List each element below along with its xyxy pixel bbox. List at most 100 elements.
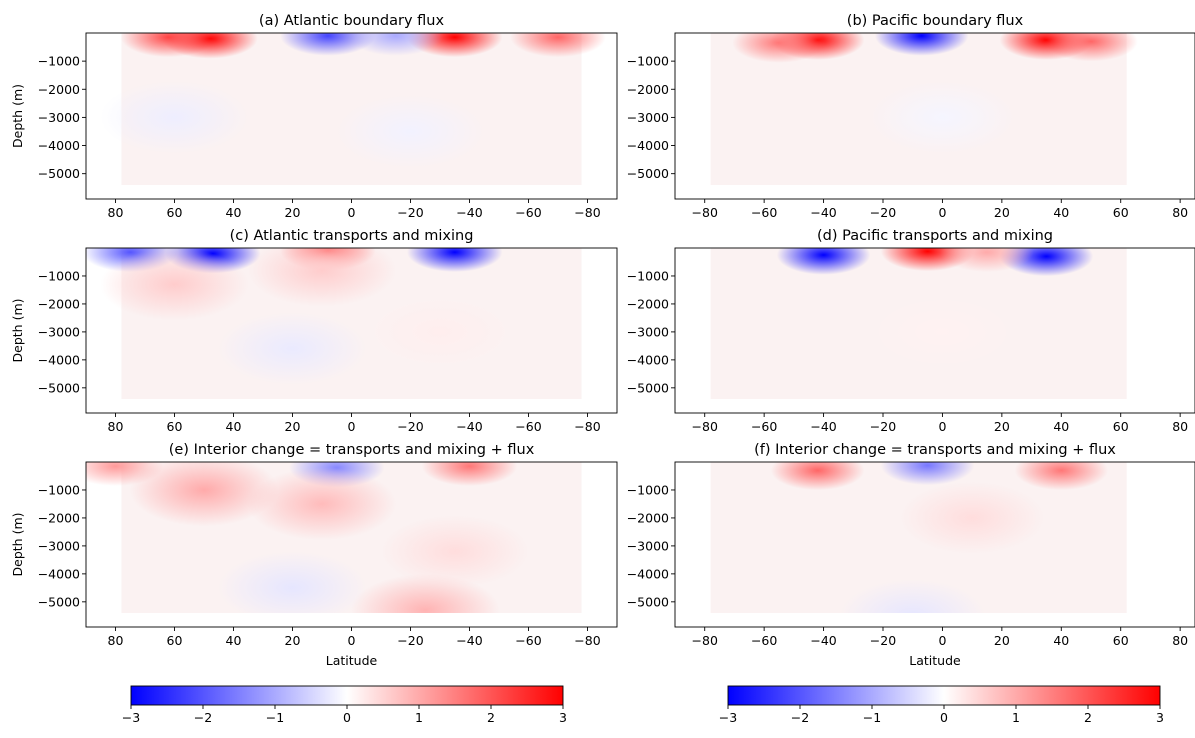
y-axis-label: Depth (m) bbox=[10, 513, 25, 577]
panel-e-seafloor bbox=[86, 613, 617, 627]
y-tick-label: −4000 bbox=[627, 352, 669, 367]
x-tick-label: 40 bbox=[1053, 633, 1069, 648]
panel-a-field bbox=[86, 33, 617, 199]
panel-d-feature bbox=[776, 248, 871, 275]
y-tick-label: −1000 bbox=[627, 268, 669, 283]
panel-e-title: (e) Interior change = transports and mix… bbox=[169, 442, 535, 458]
x-tick-label: 80 bbox=[1172, 205, 1188, 220]
y-tick-label: −2000 bbox=[627, 510, 669, 525]
colorbar-tick-label: 0 bbox=[940, 710, 948, 725]
x-tick-label: 20 bbox=[994, 633, 1010, 648]
panel-b-feature bbox=[869, 80, 1016, 154]
panel-c: (c) Atlantic transports and mixing −1000 −… bbox=[10, 228, 618, 434]
x-tick-label: −60 bbox=[751, 633, 777, 648]
x-tick-label: 80 bbox=[108, 633, 124, 648]
panel-f: (f) Interior change = transports and mix… bbox=[627, 442, 1195, 668]
panel-a-title: (a) Atlantic boundary flux bbox=[259, 13, 445, 29]
x-tick-label: −80 bbox=[574, 205, 600, 220]
panels: (a) Atlantic boundary flux−1000−2000−300… bbox=[10, 13, 1195, 668]
x-tick-label: 40 bbox=[1053, 419, 1069, 434]
panel-f-frame bbox=[674, 461, 1195, 628]
x-tick-label: −40 bbox=[456, 205, 482, 220]
colorbar-tick-label: −1 bbox=[266, 710, 284, 725]
x-tick-label: −40 bbox=[810, 419, 836, 434]
y-tick-label: −3000 bbox=[627, 110, 669, 125]
panel-a-feature bbox=[336, 94, 485, 168]
panel-f-feature bbox=[899, 481, 1045, 555]
x-tick-label: −60 bbox=[751, 419, 777, 434]
y-tick-label: −3000 bbox=[627, 324, 669, 339]
x-tick-label: 20 bbox=[285, 419, 301, 434]
x-tick-label: 0 bbox=[348, 205, 356, 220]
y-tick-label: −1000 bbox=[38, 54, 80, 69]
x-tick-label: 80 bbox=[1172, 419, 1188, 434]
x-tick-label: 60 bbox=[1113, 419, 1129, 434]
colorbar-tick-label: 3 bbox=[1156, 710, 1164, 725]
x-tick-label: −80 bbox=[692, 633, 718, 648]
panel-f-feature bbox=[880, 462, 975, 486]
panel-d: (d) Pacific transports and mixing −1000 −2… bbox=[627, 228, 1195, 434]
y-tick-label: −2000 bbox=[38, 510, 80, 525]
x-tick-label: 40 bbox=[1053, 205, 1069, 220]
x-tick-label: −40 bbox=[456, 419, 482, 434]
panel-c-feature bbox=[406, 248, 503, 272]
y-tick-label: −3000 bbox=[627, 538, 669, 553]
panel-f-feature bbox=[1014, 462, 1109, 491]
panel-f-feature bbox=[770, 462, 865, 491]
x-tick-label: 80 bbox=[108, 205, 124, 220]
x-tick-label: −40 bbox=[456, 633, 482, 648]
panel-a-feature bbox=[100, 80, 249, 154]
panel-b-frame bbox=[674, 32, 1195, 200]
x-tick-label: 60 bbox=[1113, 633, 1129, 648]
x-tick-label: 40 bbox=[226, 205, 242, 220]
x-tick-label: 40 bbox=[226, 419, 242, 434]
panel-e-feature bbox=[86, 462, 164, 486]
x-tick-label: 60 bbox=[167, 633, 183, 648]
y-tick-label: −3000 bbox=[38, 538, 80, 553]
y-axis-label: Depth (m) bbox=[10, 299, 25, 363]
x-tick-label: 0 bbox=[938, 419, 946, 434]
x-tick-label: 80 bbox=[108, 419, 124, 434]
x-tick-label: −80 bbox=[692, 419, 718, 434]
y-tick-label: −5000 bbox=[38, 594, 80, 609]
x-tick-label: 60 bbox=[167, 419, 183, 434]
x-tick-label: −60 bbox=[515, 633, 541, 648]
colorbar-tick-label: 3 bbox=[559, 710, 567, 725]
x-tick-label: 0 bbox=[348, 633, 356, 648]
y-tick-label: −4000 bbox=[38, 566, 80, 581]
panel-e-field bbox=[86, 462, 617, 627]
colorbar-tick-label: 2 bbox=[1084, 710, 1092, 725]
x-tick-label: 20 bbox=[994, 205, 1010, 220]
panel-c-feature bbox=[100, 248, 249, 321]
y-tick-label: −2000 bbox=[627, 82, 669, 97]
panel-b-feature bbox=[1044, 33, 1138, 62]
panel-c-feature bbox=[365, 295, 515, 369]
y-tick-label: −1000 bbox=[38, 268, 80, 283]
colorbar-tick-label: −2 bbox=[194, 710, 212, 725]
panel-b: (b) Pacific boundary flux −1000 −2000 −3000… bbox=[627, 13, 1195, 220]
x-axis-label: Latitude bbox=[909, 653, 961, 668]
x-tick-label: 20 bbox=[285, 633, 301, 648]
panel-e-feature bbox=[218, 551, 367, 625]
cbar-right-bar bbox=[727, 685, 1161, 706]
x-tick-label: 0 bbox=[938, 633, 946, 648]
panel-f-seafloor bbox=[675, 613, 1195, 627]
y-tick-label: −5000 bbox=[38, 380, 80, 395]
y-tick-label: −5000 bbox=[627, 166, 669, 181]
colorbar-tick-label: 2 bbox=[487, 710, 495, 725]
x-tick-label: 60 bbox=[167, 205, 183, 220]
x-tick-label: −80 bbox=[692, 205, 718, 220]
panel-d-feature bbox=[869, 295, 1016, 369]
x-tick-label: −20 bbox=[870, 419, 896, 434]
y-tick-label: −5000 bbox=[627, 380, 669, 395]
y-tick-label: −3000 bbox=[38, 324, 80, 339]
y-tick-label: −4000 bbox=[38, 138, 80, 153]
panel-a: (a) Atlantic boundary flux −1000 −2000 −300… bbox=[10, 13, 618, 220]
colorbar-tick-label: 1 bbox=[1012, 710, 1020, 725]
panel-a-feature bbox=[510, 33, 606, 58]
x-tick-label: −80 bbox=[574, 419, 600, 434]
x-tick-label: −40 bbox=[810, 205, 836, 220]
panel-c-field bbox=[86, 248, 617, 413]
y-tick-label: −4000 bbox=[627, 138, 669, 153]
